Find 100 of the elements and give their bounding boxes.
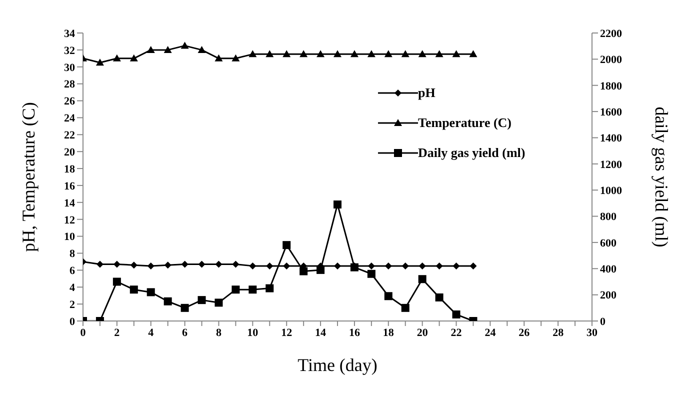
x-tick-label: 12 xyxy=(281,326,293,339)
point xyxy=(112,54,121,62)
point xyxy=(96,260,104,268)
x-tick-label: 18 xyxy=(382,326,394,339)
y-tick-label: 0 xyxy=(70,316,76,328)
point xyxy=(282,241,291,250)
point xyxy=(435,50,444,58)
y2-tick-label: 400 xyxy=(600,264,617,276)
point xyxy=(452,50,460,58)
y-tick-label: 2 xyxy=(70,298,76,311)
y-tick-label: 12 xyxy=(64,214,76,226)
point xyxy=(418,275,426,284)
point xyxy=(180,42,189,49)
point xyxy=(164,262,172,269)
point xyxy=(232,286,240,294)
point xyxy=(418,50,426,58)
y2-tick-label: 1200 xyxy=(600,158,622,171)
y2-tick-label: 2200 xyxy=(600,28,622,40)
y-tick-label: 20 xyxy=(64,146,76,158)
y-tick-label: 32 xyxy=(64,44,76,57)
x-axis-title: Time (day) xyxy=(298,355,378,375)
point xyxy=(164,297,172,306)
x-tick-label: 10 xyxy=(247,326,259,339)
legend-label: Temperature (C) xyxy=(418,115,512,131)
point xyxy=(198,46,206,53)
point xyxy=(401,50,410,58)
y2-tick-label: 1400 xyxy=(600,132,622,145)
point xyxy=(367,270,376,278)
point xyxy=(266,284,274,292)
y-axis-title: pH, Temperature (C) xyxy=(18,102,38,252)
x-tick-label: 16 xyxy=(348,326,360,339)
point xyxy=(283,262,290,270)
point xyxy=(368,262,375,270)
point xyxy=(469,50,478,58)
y2-tick-label: 2000 xyxy=(600,54,622,66)
point xyxy=(215,260,222,268)
y-tick-label: 6 xyxy=(70,265,76,278)
point xyxy=(470,262,477,270)
y2-tick-label: 0 xyxy=(600,316,606,328)
point xyxy=(384,50,392,58)
y-tick-label: 8 xyxy=(70,248,76,260)
point xyxy=(248,50,257,58)
point xyxy=(130,286,138,294)
y-tick-label: 30 xyxy=(64,62,76,74)
legend-label: Daily gas yield (ml) xyxy=(418,145,526,161)
x-tick-label: 24 xyxy=(484,326,496,339)
y2-tick-label: 600 xyxy=(600,237,617,250)
point xyxy=(350,50,358,58)
point xyxy=(96,58,104,66)
point xyxy=(198,296,206,304)
x-tick-label: 28 xyxy=(552,326,564,339)
y2-tick-label: 1600 xyxy=(600,106,622,118)
y2-tick-label: 1800 xyxy=(600,80,622,92)
point xyxy=(180,304,189,312)
y2-axis-title: daily gas yield (ml) xyxy=(652,106,672,248)
x-tick-label: 30 xyxy=(586,326,598,339)
y-tick-label: 24 xyxy=(64,112,76,125)
point xyxy=(266,50,274,58)
x-tick-label: 2 xyxy=(114,326,120,339)
point xyxy=(146,46,155,53)
point xyxy=(384,292,392,300)
x-tick-label: 22 xyxy=(450,326,462,339)
y-tick-label: 28 xyxy=(64,78,76,91)
x-tick-label: 26 xyxy=(518,326,530,339)
x-tick-label: 0 xyxy=(80,326,86,339)
point xyxy=(130,262,138,269)
point xyxy=(112,278,121,286)
point xyxy=(435,293,444,302)
x-tick-label: 6 xyxy=(182,326,188,339)
y-tick-label: 22 xyxy=(64,130,76,142)
point xyxy=(334,262,341,270)
point xyxy=(146,288,155,296)
point xyxy=(384,262,392,270)
x-tick-label: 14 xyxy=(315,326,327,339)
point xyxy=(402,262,409,270)
point xyxy=(232,260,240,268)
point xyxy=(452,262,460,270)
legend-label: pH xyxy=(418,85,436,101)
y2-tick-label: 1000 xyxy=(600,184,622,197)
point xyxy=(282,50,291,58)
point xyxy=(249,262,256,270)
point xyxy=(214,54,223,62)
point xyxy=(401,304,410,312)
point xyxy=(300,267,308,276)
x-tick-label: 20 xyxy=(416,326,428,339)
point xyxy=(232,54,240,62)
point xyxy=(113,260,120,268)
y-tick-label: 34 xyxy=(64,28,76,40)
point xyxy=(334,200,342,208)
point xyxy=(164,46,172,53)
point xyxy=(198,260,206,268)
y-tick-label: 18 xyxy=(64,163,76,176)
point xyxy=(452,310,460,318)
point xyxy=(266,262,274,270)
point xyxy=(147,262,154,270)
y-tick-label: 14 xyxy=(64,197,76,210)
y2-tick-label: 200 xyxy=(600,290,617,302)
y-tick-label: 26 xyxy=(64,96,76,108)
point xyxy=(334,50,342,58)
y-tick-label: 10 xyxy=(64,231,76,244)
